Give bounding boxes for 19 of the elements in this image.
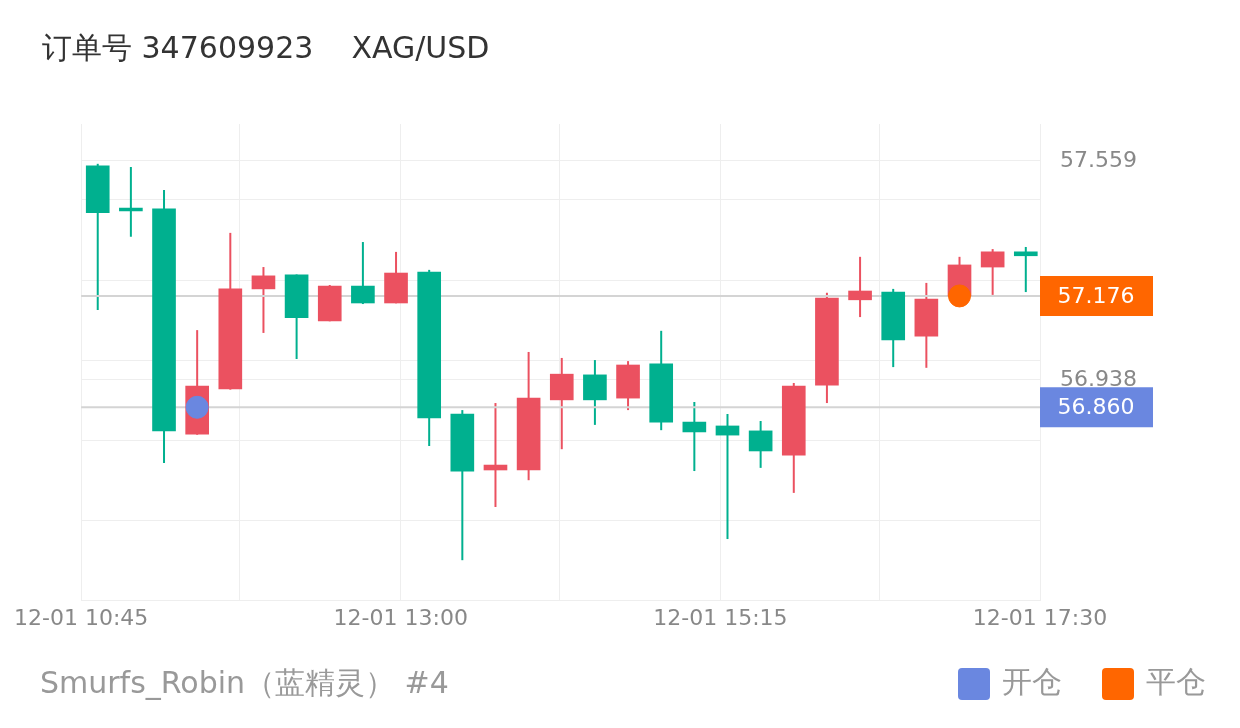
chart-title: 订单号 347609923 XAG/USD bbox=[42, 29, 490, 65]
candlestick bbox=[1013, 245, 1038, 294]
candlestick bbox=[848, 255, 872, 319]
text: Smurfs_Robin（蓝精灵） #4 bbox=[40, 664, 449, 700]
x-tick-label: 12-01 17:30 bbox=[972, 604, 1108, 630]
legend-label: 开仓 bbox=[1002, 663, 1062, 699]
candlestick bbox=[980, 248, 1005, 296]
y-tick-label: 57.559 bbox=[1060, 146, 1137, 172]
candlestick bbox=[351, 241, 375, 306]
candlestick bbox=[682, 400, 707, 473]
candlestick bbox=[748, 420, 773, 469]
x-tick-label: 12-01 10:45 bbox=[14, 604, 149, 630]
y-tick-label: 56.938 bbox=[1060, 365, 1137, 391]
legend-label: 平仓 bbox=[1146, 663, 1206, 699]
x-tick-label: 12-01 13:00 bbox=[333, 604, 468, 630]
ref-line-label: 56.860 bbox=[1057, 393, 1135, 419]
ref-line-label: 57.176 bbox=[1057, 282, 1135, 308]
x-tick-label: 12-01 15:15 bbox=[653, 604, 788, 630]
candlestick bbox=[251, 266, 276, 334]
